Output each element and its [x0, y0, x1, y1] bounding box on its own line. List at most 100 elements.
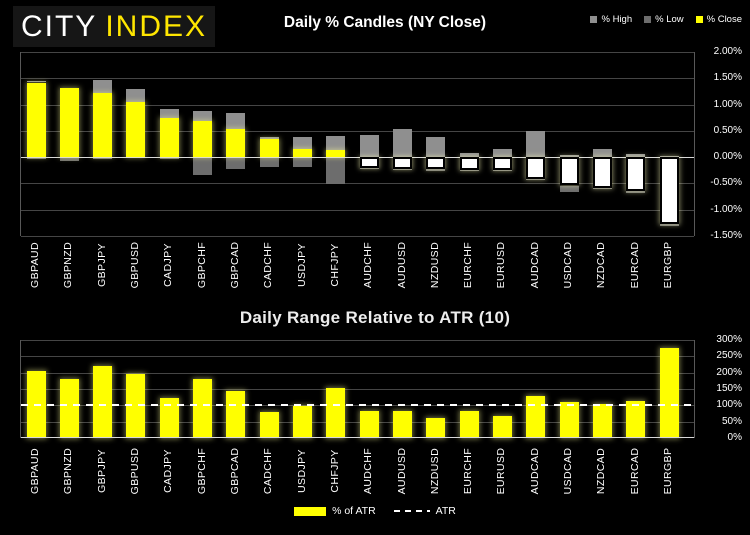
- low-wick-GBPJPY: [93, 157, 113, 160]
- high-wick-CADJPY: [159, 109, 179, 119]
- atr-xlabel-CADJPY: CADJPY: [162, 449, 175, 493]
- candle-xlabel-CADJPY: CADJPY: [162, 243, 175, 287]
- candle-xlabel-GBPAUD: GBPAUD: [29, 242, 41, 288]
- top-chart-legend: % High % Low % Close: [590, 14, 742, 25]
- high-wick-GBPNZD: [59, 87, 79, 89]
- candle-xlabel-NZDUSD: NZDUSD: [428, 241, 441, 289]
- legend-item-percent-of-atr: % of ATR: [294, 505, 376, 517]
- legend-label-percent-low: % Low: [655, 14, 684, 25]
- atr-xlabel-AUDUSD: AUDUSD: [395, 447, 408, 495]
- atr-bar-AUDCHF: [359, 410, 379, 438]
- gridline: [21, 78, 694, 80]
- gridline: [21, 356, 694, 358]
- candle-xlabel-GBPUSD: GBPUSD: [128, 241, 141, 289]
- low-wick-AUDUSD: [393, 168, 412, 171]
- atr-bar-GBPCAD: [226, 390, 246, 438]
- candle-body-GBPNZD: [59, 88, 79, 158]
- high-wick-USDCAD: [559, 155, 579, 158]
- candle-xlabel-EURCHF: EURCHF: [462, 241, 475, 289]
- atr-bar-USDCAD: [559, 402, 579, 438]
- atr-xlabel-EURUSD: EURUSD: [495, 447, 508, 495]
- atr-xlabel-GBPAUD: GBPAUD: [29, 448, 41, 494]
- atr-xlabel-AUDCHF: AUDCHF: [362, 447, 375, 495]
- candle-xlabel-GBPJPY: GBPJPY: [95, 243, 108, 287]
- bottom-chart-legend: % of ATR ATR: [0, 505, 750, 517]
- legend-label-percent-of-atr: % of ATR: [332, 505, 376, 517]
- candle-ytick-0.50%: 0.50%: [713, 124, 742, 136]
- percent-close-swatch-icon: [695, 16, 703, 23]
- low-wick-GBPCAD: [226, 157, 246, 169]
- atr-xlabel-USDJPY: USDJPY: [295, 449, 308, 493]
- low-wick-NZDCAD: [592, 187, 612, 190]
- percent-high-swatch-icon: [590, 16, 598, 23]
- high-wick-CHFJPY: [326, 136, 346, 150]
- candle-xlabel-USDCAD: USDCAD: [562, 241, 575, 289]
- candle-body-USDCAD: [559, 157, 579, 186]
- high-wick-GBPJPY: [93, 80, 113, 93]
- atr-xlabel-NZDCAD: NZDCAD: [595, 447, 608, 495]
- candle-ytick--0.50%: -0.50%: [710, 177, 742, 189]
- atr-xlabel-EURCHF: EURCHF: [462, 447, 475, 495]
- zero-gridline: [21, 157, 694, 159]
- percent-low-swatch-icon: [644, 16, 652, 23]
- candle-body-NZDUSD: [426, 157, 446, 170]
- high-wick-EURGBP: [659, 155, 679, 158]
- candle-ytick-1.00%: 1.00%: [713, 98, 742, 110]
- top-chart-title: Daily % Candles (NY Close): [283, 14, 487, 31]
- atr-reference-line: [21, 404, 694, 407]
- candle-xlabel-CADCHF: CADCHF: [262, 241, 275, 289]
- legend-item-percent-high: % High: [590, 14, 632, 25]
- legend-item-percent-close: % Close: [695, 14, 742, 25]
- legend-label-percent-high: % High: [601, 14, 633, 25]
- candle-ytick-2.00%: 2.00%: [713, 46, 742, 57]
- atr-bar-CHFJPY: [326, 388, 346, 438]
- candle-body-AUDCHF: [359, 157, 379, 168]
- low-wick-EURUSD: [492, 169, 512, 172]
- candle-body-NZDCAD: [592, 157, 612, 188]
- gridline: [21, 104, 694, 106]
- candle-ytick-0.00%: 0.00%: [713, 151, 742, 163]
- atr-bar-CADCHF: [259, 411, 279, 438]
- bottom-chart-title: Daily Range Relative to ATR (10): [239, 308, 511, 327]
- candle-ytick--1.00%: -1.00%: [710, 203, 742, 215]
- atr-ytick-0%: 0%: [727, 432, 742, 443]
- atr-ytick-250%: 250%: [716, 350, 742, 362]
- atr-bar-EURCAD: [626, 400, 646, 438]
- candle-body-EURUSD: [492, 157, 512, 170]
- candle-xlabel-NZDCAD: NZDCAD: [595, 241, 608, 289]
- candle-body-GBPJPY: [93, 93, 113, 158]
- atr-bar-AUDCAD: [526, 395, 546, 438]
- atr-bar-NZDUSD: [426, 418, 446, 438]
- gridline: [21, 372, 694, 374]
- atr-xlabel-AUDCAD: AUDCAD: [528, 447, 541, 495]
- high-wick-CADCHF: [259, 137, 279, 139]
- high-wick-AUDUSD: [393, 129, 412, 158]
- candle-body-GBPAUD: [26, 82, 46, 158]
- candle-xlabel-GBPCAD: GBPCAD: [228, 241, 241, 289]
- atr-xlabel-GBPJPY: GBPJPY: [95, 449, 108, 493]
- high-wick-EURCHF: [459, 152, 479, 158]
- atr-xlabel-GBPCAD: GBPCAD: [228, 447, 241, 495]
- low-wick-USDCAD: [559, 185, 579, 193]
- candle-body-EURCHF: [459, 157, 479, 171]
- atr-ytick-100%: 100%: [716, 399, 742, 411]
- candle-body-USDJPY: [293, 148, 312, 158]
- high-wick-AUDCHF: [359, 135, 379, 158]
- high-wick-AUDCAD: [526, 130, 546, 158]
- low-wick-AUDCAD: [526, 178, 546, 180]
- candle-body-CADCHF: [259, 138, 279, 158]
- candle-ytick-1.50%: 1.50%: [713, 72, 742, 84]
- atr-xlabel-USDCAD: USDCAD: [562, 447, 575, 495]
- atr-xlabel-CADCHF: CADCHF: [262, 447, 275, 495]
- legend-label-percent-close: % Close: [706, 14, 742, 25]
- atr-xlabel-GBPNZD: GBPNZD: [62, 447, 75, 495]
- high-wick-USDJPY: [293, 137, 312, 149]
- legend-label-atr: ATR: [435, 505, 456, 517]
- high-wick-NZDUSD: [426, 137, 446, 158]
- atr-bar-NZDCAD: [592, 404, 612, 438]
- high-wick-EURCAD: [626, 154, 646, 158]
- low-wick-GBPCHF: [193, 157, 213, 175]
- atr-bar-EURCHF: [459, 410, 479, 438]
- candle-body-CADJPY: [159, 118, 179, 158]
